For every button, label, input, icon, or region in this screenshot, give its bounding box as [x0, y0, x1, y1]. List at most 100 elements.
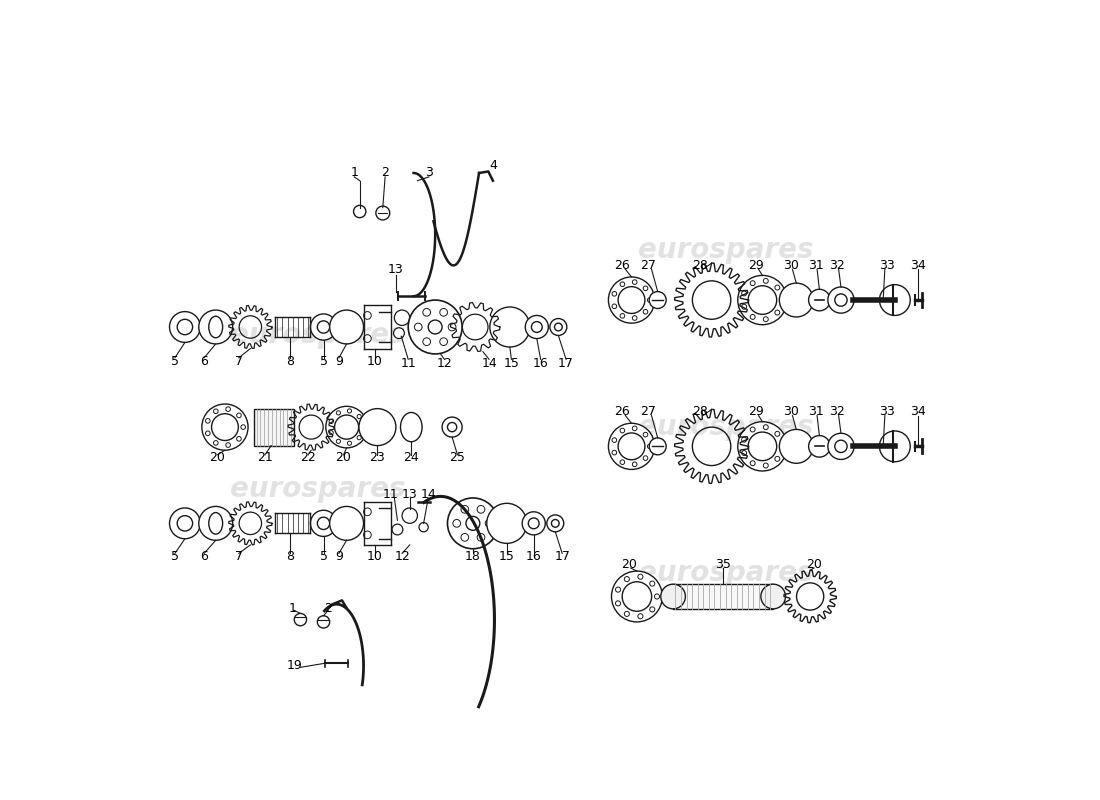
Circle shape — [618, 433, 645, 460]
Text: 13: 13 — [402, 488, 418, 502]
Text: 27: 27 — [640, 405, 657, 418]
Circle shape — [310, 510, 337, 537]
Circle shape — [620, 282, 625, 286]
Circle shape — [650, 581, 654, 586]
Circle shape — [477, 506, 485, 513]
Circle shape — [828, 434, 854, 459]
Circle shape — [661, 584, 685, 609]
Text: 32: 32 — [829, 259, 845, 272]
Circle shape — [449, 323, 456, 331]
Text: 7: 7 — [234, 355, 243, 368]
Circle shape — [461, 534, 469, 542]
Circle shape — [649, 291, 667, 309]
Text: 1: 1 — [351, 166, 359, 179]
Circle shape — [644, 286, 648, 290]
Circle shape — [337, 410, 341, 415]
Circle shape — [317, 616, 330, 628]
Circle shape — [528, 518, 539, 529]
Circle shape — [763, 463, 768, 468]
Circle shape — [241, 425, 245, 430]
Circle shape — [748, 286, 777, 314]
Text: 1: 1 — [289, 602, 297, 614]
Circle shape — [490, 307, 530, 347]
Circle shape — [359, 409, 396, 446]
Circle shape — [750, 281, 755, 286]
Text: 32: 32 — [829, 405, 845, 418]
Circle shape — [808, 435, 830, 457]
Text: 20: 20 — [806, 558, 822, 570]
Circle shape — [644, 456, 648, 460]
Circle shape — [361, 425, 365, 429]
Circle shape — [638, 614, 642, 619]
Circle shape — [880, 285, 911, 315]
Text: 3: 3 — [425, 166, 433, 179]
Circle shape — [363, 531, 372, 538]
Circle shape — [177, 516, 192, 531]
Text: 12: 12 — [437, 357, 452, 370]
Circle shape — [748, 432, 777, 461]
Circle shape — [828, 287, 854, 313]
Circle shape — [461, 506, 469, 513]
Circle shape — [779, 283, 813, 317]
Text: 30: 30 — [783, 259, 799, 272]
Text: 28: 28 — [692, 405, 708, 418]
Text: 11: 11 — [400, 357, 416, 370]
Text: 16: 16 — [526, 550, 541, 563]
Circle shape — [330, 506, 363, 540]
Circle shape — [625, 577, 629, 582]
Circle shape — [329, 430, 333, 434]
Circle shape — [763, 278, 768, 283]
Circle shape — [616, 601, 620, 606]
Text: 15: 15 — [498, 550, 515, 563]
Circle shape — [880, 431, 911, 462]
Circle shape — [632, 462, 637, 466]
Circle shape — [648, 444, 652, 449]
Circle shape — [620, 428, 625, 433]
Circle shape — [317, 517, 330, 530]
Circle shape — [448, 422, 456, 432]
Circle shape — [310, 314, 337, 340]
Circle shape — [477, 534, 485, 542]
Circle shape — [531, 322, 542, 332]
Circle shape — [620, 460, 625, 465]
Text: 2: 2 — [382, 166, 389, 179]
Text: 24: 24 — [404, 451, 419, 464]
Circle shape — [608, 423, 654, 470]
Circle shape — [750, 427, 755, 432]
Circle shape — [612, 438, 617, 442]
Text: 17: 17 — [554, 550, 570, 563]
Circle shape — [612, 450, 617, 455]
Circle shape — [169, 311, 200, 342]
Circle shape — [761, 584, 785, 609]
Circle shape — [835, 294, 847, 306]
Circle shape — [442, 417, 462, 437]
Circle shape — [632, 316, 637, 320]
Text: 19: 19 — [286, 659, 302, 672]
Circle shape — [294, 614, 307, 626]
Text: 4: 4 — [490, 158, 497, 172]
Circle shape — [779, 430, 813, 463]
Circle shape — [649, 438, 667, 455]
Text: eurospares: eurospares — [230, 474, 405, 502]
Text: eurospares: eurospares — [230, 321, 405, 349]
Circle shape — [408, 300, 462, 354]
Circle shape — [213, 441, 218, 446]
Circle shape — [763, 317, 768, 322]
Circle shape — [177, 319, 192, 334]
Circle shape — [741, 450, 747, 455]
Circle shape — [618, 286, 645, 314]
Text: 8: 8 — [286, 550, 295, 563]
Circle shape — [422, 309, 430, 316]
Text: 33: 33 — [879, 259, 895, 272]
Circle shape — [620, 314, 625, 318]
Circle shape — [750, 314, 755, 319]
Circle shape — [486, 503, 527, 543]
Circle shape — [329, 419, 333, 423]
Circle shape — [738, 422, 788, 471]
Text: 34: 34 — [910, 259, 926, 272]
Text: 26: 26 — [615, 259, 630, 272]
Circle shape — [522, 512, 546, 535]
Text: eurospares: eurospares — [638, 236, 813, 264]
Text: 8: 8 — [286, 355, 295, 368]
Circle shape — [394, 328, 405, 338]
